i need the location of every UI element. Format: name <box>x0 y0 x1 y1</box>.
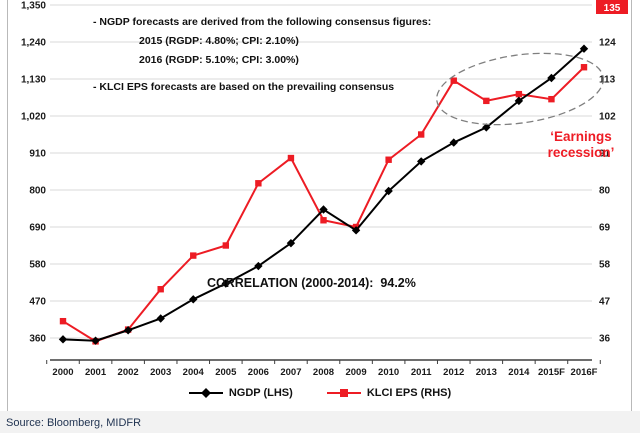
ngdp-marker <box>254 261 263 271</box>
right-axis-tick: 124 <box>599 37 616 48</box>
x-axis-label: 2003 <box>150 367 171 378</box>
x-axis-label: 2015F <box>538 367 565 378</box>
note-line-4: - KLCI EPS forecasts are based on the pr… <box>93 81 395 93</box>
klci-marker <box>385 156 392 163</box>
note-line-1: - NGDP forecasts are derived from the fo… <box>93 16 432 28</box>
ngdp-marker <box>579 44 589 53</box>
ngdp-marker <box>384 186 393 196</box>
klci-series-icon <box>326 389 361 397</box>
x-axis-label: 2013 <box>476 367 497 378</box>
klci-marker <box>515 90 523 98</box>
left-axis-tick: 1,240 <box>21 37 46 48</box>
right-axis-tick: 47 <box>599 296 611 307</box>
right-axis-tick-highlighted: 135 <box>604 3 621 14</box>
legend-label-klci: KLCI EPS (RHS) <box>366 387 452 399</box>
left-axis-tick: 690 <box>29 222 46 233</box>
klci-marker <box>483 97 490 105</box>
x-axis-label: 2002 <box>118 367 139 378</box>
klci-line <box>62 66 585 343</box>
legend-item-ngdp: NGDP (LHS) <box>188 387 293 399</box>
ngdp-marker <box>221 279 231 288</box>
ngdp-marker <box>514 96 524 106</box>
klci-marker <box>450 77 457 84</box>
x-axis-label: 2005 <box>215 367 237 378</box>
correlation-label: CORRELATION (2000-2014): 94.2% <box>207 276 416 290</box>
ngdp-marker <box>449 138 458 147</box>
x-axis-label: 2004 <box>183 367 205 378</box>
left-axis-tick: 910 <box>29 148 46 159</box>
right-axis-tick: 58 <box>599 259 611 270</box>
chart-border <box>7 0 632 412</box>
ngdp-marker <box>547 73 556 83</box>
klci-marker <box>417 131 425 138</box>
x-axis-label: 2000 <box>52 367 73 378</box>
right-axis-top-highlight <box>596 0 628 14</box>
ngdp-marker <box>351 226 361 235</box>
chart-legend: NGDP (LHS) KLCI EPS (RHS) <box>0 387 640 399</box>
left-axis-tick: 1,020 <box>21 111 46 122</box>
klci-marker <box>320 217 327 224</box>
ngdp-marker <box>319 205 328 214</box>
left-axis-tick: 1,130 <box>21 74 46 85</box>
x-axis-label: 2008 <box>313 367 334 378</box>
consensus-note: - NGDP forecasts are derived from the fo… <box>93 16 431 94</box>
klci-marker <box>222 242 230 249</box>
ngdp-marker <box>189 295 198 304</box>
earnings-recession-line2: recession’ <box>547 145 615 160</box>
legend-item-klci: KLCI EPS (RHS) <box>326 387 452 399</box>
footer-strip <box>0 411 640 433</box>
ngdp-marker <box>156 314 165 323</box>
ngdp-marker <box>91 336 100 345</box>
left-axis-tick: 800 <box>29 185 46 196</box>
source-label: Source: Bloomberg, MIDFR <box>6 417 142 429</box>
ngdp-series-icon <box>188 388 223 398</box>
left-axis-tick: 470 <box>29 296 46 307</box>
x-axis-label: 2009 <box>345 367 366 378</box>
klci-marker <box>190 252 197 259</box>
klci-marker <box>255 180 262 187</box>
left-axis-tick: 1,350 <box>21 1 46 12</box>
x-axis-label: 2011 <box>411 367 432 378</box>
x-axis-label: 2012 <box>443 367 464 378</box>
left-axis-tick: 580 <box>29 259 46 270</box>
right-axis-tick: 36 <box>599 333 611 344</box>
ngdp-marker <box>286 238 296 248</box>
ngdp-marker <box>123 326 133 335</box>
klci-marker <box>580 64 588 71</box>
right-axis-tick: 102 <box>599 111 616 122</box>
klci-marker <box>287 154 295 162</box>
klci-marker <box>548 95 555 103</box>
ngdp-marker <box>416 157 426 166</box>
right-axis-tick: 113 <box>599 74 616 85</box>
note-line-2: 2015 (RGDP: 4.80%; CPI: 2.10%) <box>139 35 299 47</box>
left-axis-tick: 360 <box>29 333 46 344</box>
right-axis-tick: 80 <box>599 185 611 196</box>
earnings-recession-highlight <box>436 52 604 126</box>
x-axis-label: 2001 <box>85 367 107 378</box>
x-axis-label: 2006 <box>248 367 269 378</box>
right-axis-tick: 91 <box>599 148 611 159</box>
earnings-recession-line1: ‘Earnings <box>550 129 612 144</box>
klci-marker <box>157 286 164 293</box>
right-axis-tick: 69 <box>599 222 611 233</box>
earnings-recession-label: ‘Earnings recession’ <box>528 129 634 161</box>
x-axis-label: 2007 <box>280 367 301 378</box>
note-line-3: 2016 (RGDP: 5.10%; CPI: 3.00%) <box>139 54 299 66</box>
x-axis-label: 2016F <box>571 367 598 378</box>
ngdp-marker <box>58 335 68 344</box>
ngdp-marker <box>482 123 491 132</box>
x-axis-label: 2010 <box>378 367 399 378</box>
klci-marker <box>59 317 67 325</box>
legend-label-ngdp: NGDP (LHS) <box>228 387 293 399</box>
x-axis-label: 2014 <box>508 367 530 378</box>
